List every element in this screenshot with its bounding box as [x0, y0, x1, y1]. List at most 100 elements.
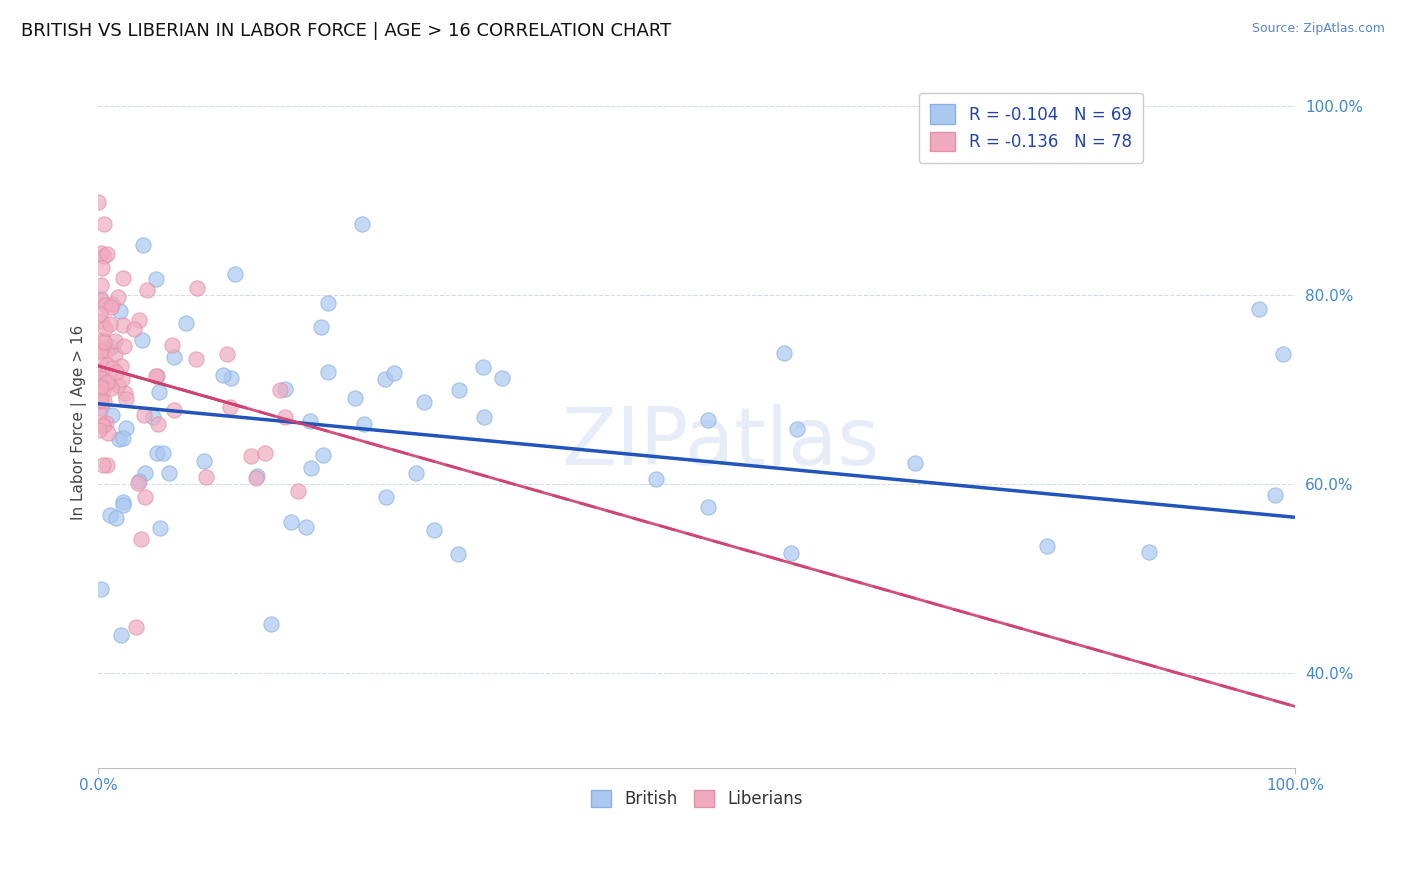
Point: [89, 394, 111, 409]
Point: [100, 361, 122, 376]
Point: [224, 268, 246, 282]
Point: [132, 408, 155, 422]
Point: [779, 546, 801, 560]
Point: [96, 343, 118, 358]
Point: [89, 367, 111, 381]
Point: [786, 422, 808, 436]
Point: [645, 472, 668, 486]
Point: [145, 369, 167, 384]
Point: [239, 449, 262, 463]
Point: [90, 357, 112, 371]
Point: [114, 386, 136, 401]
Point: [184, 351, 207, 366]
Point: [112, 498, 135, 512]
Point: [91, 333, 114, 347]
Point: [104, 365, 127, 379]
Point: [100, 381, 122, 395]
Point: [89, 343, 111, 358]
Point: [107, 377, 129, 392]
Point: [269, 383, 291, 397]
Point: [127, 476, 149, 491]
Point: [111, 271, 134, 285]
Legend: British, Liberians: British, Liberians: [583, 783, 810, 815]
Point: [245, 471, 267, 485]
Point: [110, 359, 132, 374]
Point: [219, 401, 242, 415]
Text: Source: ZipAtlas.com: Source: ZipAtlas.com: [1251, 22, 1385, 36]
Point: [382, 366, 405, 380]
Point: [186, 281, 208, 295]
Point: [96, 358, 118, 372]
Point: [89, 308, 111, 322]
Point: [149, 521, 172, 535]
Point: [91, 261, 114, 276]
Point: [90, 376, 112, 390]
Point: [260, 616, 283, 631]
Point: [96, 376, 118, 390]
Point: [94, 298, 117, 312]
Point: [94, 416, 117, 430]
Point: [152, 446, 174, 460]
Point: [98, 508, 121, 523]
Point: [318, 365, 340, 379]
Point: [131, 333, 153, 347]
Point: [129, 532, 152, 546]
Point: [1271, 346, 1294, 360]
Point: [217, 347, 239, 361]
Point: [98, 317, 121, 331]
Point: [1249, 302, 1271, 317]
Text: BRITISH VS LIBERIAN IN LABOR FORCE | AGE > 16 CORRELATION CHART: BRITISH VS LIBERIAN IN LABOR FORCE | AGE…: [21, 22, 671, 40]
Point: [101, 297, 124, 311]
Point: [91, 418, 114, 433]
Point: [87, 423, 110, 437]
Point: [375, 490, 398, 504]
Point: [491, 370, 513, 384]
Point: [104, 511, 127, 525]
Point: [101, 408, 124, 422]
Point: [112, 318, 135, 333]
Point: [112, 495, 135, 509]
Point: [90, 293, 112, 307]
Point: [298, 414, 321, 428]
Point: [91, 458, 114, 472]
Point: [1137, 544, 1160, 558]
Point: [343, 391, 366, 405]
Point: [174, 317, 197, 331]
Point: [128, 474, 150, 488]
Point: [122, 322, 145, 336]
Point: [96, 247, 118, 261]
Point: [90, 401, 112, 415]
Point: [163, 351, 186, 365]
Point: [87, 406, 110, 420]
Point: [212, 368, 235, 382]
Point: [97, 425, 120, 440]
Point: [93, 217, 115, 231]
Point: [280, 516, 302, 530]
Point: [773, 346, 796, 360]
Point: [246, 469, 269, 483]
Point: [104, 334, 127, 348]
Point: [157, 467, 180, 481]
Point: [316, 296, 339, 310]
Point: [104, 347, 127, 361]
Point: [405, 467, 427, 481]
Point: [413, 395, 436, 409]
Point: [145, 369, 167, 384]
Point: [145, 272, 167, 286]
Point: [696, 500, 718, 514]
Point: [312, 448, 335, 462]
Point: [274, 410, 297, 425]
Point: [136, 283, 159, 297]
Point: [162, 337, 184, 351]
Point: [287, 483, 309, 498]
Point: [146, 446, 169, 460]
Point: [447, 383, 470, 397]
Point: [96, 458, 118, 472]
Point: [309, 319, 332, 334]
Point: [90, 582, 112, 596]
Point: [295, 520, 318, 534]
Point: [350, 217, 373, 231]
Point: [904, 456, 927, 470]
Point: [134, 491, 156, 505]
Point: [110, 304, 132, 318]
